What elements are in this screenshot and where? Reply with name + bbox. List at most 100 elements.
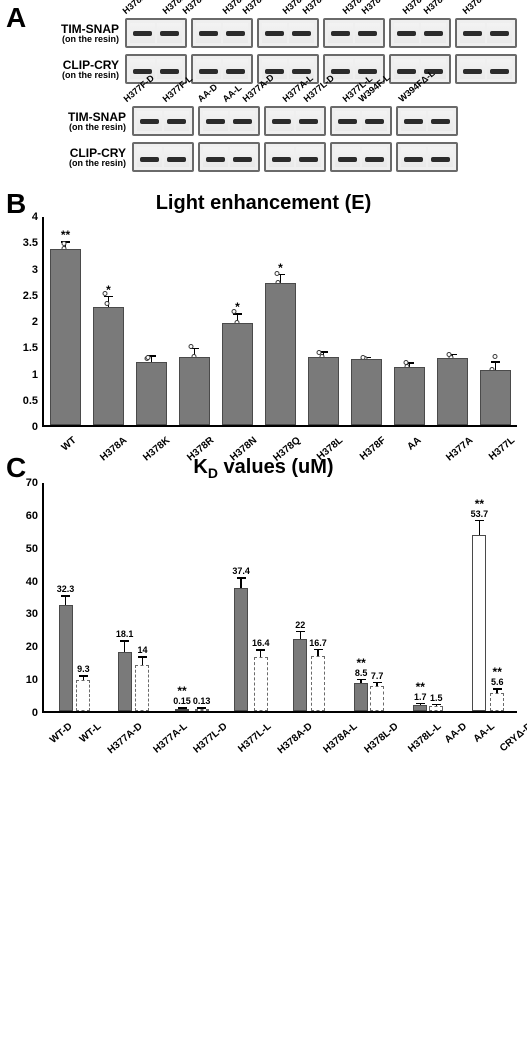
- gel-band: [272, 119, 291, 124]
- x-label-slot: AA-DAA-L: [437, 713, 490, 732]
- bar: [472, 535, 486, 711]
- panel-b-bars: *****: [44, 217, 517, 425]
- gel-lane: [394, 23, 419, 43]
- panel-a-letter: A: [6, 2, 26, 34]
- gel-row-name: TIM-SNAP: [40, 111, 126, 123]
- bar-column: 22: [293, 483, 307, 711]
- x-label: H378A-L: [321, 721, 359, 756]
- gel-band: [226, 69, 245, 74]
- panel-c-title-k: K: [193, 456, 207, 478]
- lane-label: H378R-D: [241, 0, 276, 16]
- gel-band: [331, 31, 350, 36]
- panel-c-xlabels: WT-DWT-LH377A-DH377A-LH377L-DH377L-LH378…: [42, 713, 517, 732]
- gel-lane: [362, 111, 387, 131]
- bar-slot: *: [216, 217, 259, 425]
- bar: [490, 693, 504, 711]
- bar: [195, 709, 209, 711]
- panel-c-bars: 32.39.318.114**0.150.1337.416.42216.7**8…: [44, 483, 517, 711]
- gel-row-label: TIM-SNAP(on the resin): [40, 23, 125, 44]
- y-tick: 70: [26, 477, 38, 489]
- bar-column: 16.4: [252, 483, 270, 711]
- scatter-dot: [145, 355, 150, 360]
- gel-lane: [401, 111, 426, 131]
- y-tick: 60: [26, 510, 38, 522]
- gel-block-1: H378A-DH378A-LH378K-DH378K-LH378R-DH378R…: [40, 6, 517, 84]
- gel-lane: [296, 147, 321, 167]
- value-label: 16.4: [252, 639, 270, 648]
- gel-group: [330, 106, 392, 136]
- bar-column: 37.4: [232, 483, 250, 711]
- gel-band: [167, 157, 186, 162]
- gel-lane: [157, 23, 182, 43]
- gel-lane: [460, 23, 485, 43]
- bar-column: 1.5: [429, 483, 443, 711]
- bar-column: **53.7: [471, 483, 489, 711]
- gel-lane: [269, 147, 294, 167]
- x-label: H378A-D: [276, 721, 315, 756]
- gel-group: [323, 18, 385, 48]
- y-tick: 0.5: [23, 395, 38, 407]
- gel-strip: [132, 106, 458, 136]
- x-label-slot: H377A-DH377A-L: [96, 713, 182, 732]
- bar-slot: [474, 217, 517, 425]
- panel-b-plot: *****: [42, 217, 517, 427]
- x-label: WT-D: [48, 721, 75, 746]
- lane-label: AA-D: [196, 82, 220, 104]
- gel-group: [264, 142, 326, 172]
- gel-band: [338, 119, 357, 124]
- gel-band: [404, 119, 423, 124]
- x-label: H377L-D: [192, 721, 230, 756]
- x-label-slot: H378N: [215, 427, 258, 446]
- bar-column: 14: [135, 483, 149, 711]
- gel-group: [264, 106, 326, 136]
- y-tick: 4: [32, 211, 38, 223]
- panel-b: B Light enhancement (E) 00.511.522.533.5…: [0, 186, 527, 450]
- value-label: 53.7: [471, 510, 489, 519]
- gel-lane: [223, 59, 248, 79]
- gel-band: [140, 119, 159, 124]
- panel-c-title-sub: D: [208, 465, 218, 481]
- panel-c-yaxis: 010203040506070: [10, 483, 42, 713]
- gel-row-sub: (on the resin): [40, 159, 126, 168]
- gel-band: [331, 69, 350, 74]
- value-label: 14: [137, 646, 147, 655]
- gel-band: [133, 31, 152, 36]
- gel-band: [292, 31, 311, 36]
- gel-lane: [203, 147, 228, 167]
- gel-row: TIM-SNAP(on the resin): [40, 106, 517, 136]
- bar: [118, 652, 132, 711]
- value-label: 22: [295, 621, 305, 630]
- gel-lane: [269, 111, 294, 131]
- bar-slot: [130, 217, 173, 425]
- gel-row-sub: (on the resin): [40, 35, 119, 44]
- gel-row-sub: (on the resin): [40, 123, 126, 132]
- gel-lane: [355, 23, 380, 43]
- panel-b-letter: B: [6, 188, 26, 220]
- panel-c-chart: 010203040506070 32.39.318.114**0.150.133…: [10, 483, 517, 713]
- x-label-slot: H378L: [301, 427, 344, 446]
- x-label-slot: H377A: [431, 427, 474, 446]
- gel-row-label: CLIP-CRY(on the resin): [40, 147, 132, 168]
- x-label-slot: H378Q: [258, 427, 301, 446]
- bar-slot: **: [44, 217, 87, 425]
- gel-band: [490, 31, 509, 36]
- bar-column: 0.13: [193, 483, 211, 711]
- bar: [394, 367, 424, 425]
- bar: [311, 656, 325, 711]
- x-label: H377A-D: [106, 721, 145, 756]
- scatter-dot: [188, 344, 193, 349]
- gel-band: [358, 31, 377, 36]
- gel-lane: [296, 111, 321, 131]
- x-label-slot: AA: [388, 427, 431, 446]
- x-label-slot: H377L: [474, 427, 517, 446]
- bar-slot: [345, 217, 388, 425]
- y-tick: 50: [26, 543, 38, 555]
- gel-lane: [401, 147, 426, 167]
- scatter-dot: [317, 350, 322, 355]
- gel-lane: [230, 147, 255, 167]
- gel-row-name: CLIP-CRY: [40, 147, 126, 159]
- scatter-dot: [275, 271, 280, 276]
- gel-band: [233, 119, 252, 124]
- scatter-dot: [102, 291, 107, 296]
- gel-band: [272, 157, 291, 162]
